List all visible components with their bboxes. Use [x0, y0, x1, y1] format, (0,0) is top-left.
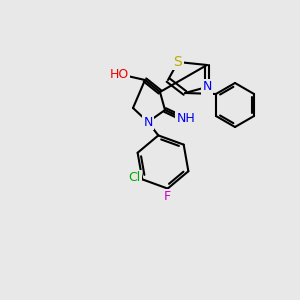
- Text: S: S: [174, 55, 182, 69]
- Text: HO: HO: [110, 68, 129, 82]
- Text: NH: NH: [177, 112, 195, 124]
- Text: N: N: [202, 80, 212, 94]
- Text: Cl: Cl: [128, 171, 140, 184]
- Text: F: F: [164, 190, 171, 203]
- Text: N: N: [143, 116, 153, 128]
